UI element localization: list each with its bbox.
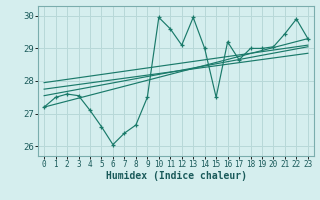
X-axis label: Humidex (Indice chaleur): Humidex (Indice chaleur) [106,171,246,181]
